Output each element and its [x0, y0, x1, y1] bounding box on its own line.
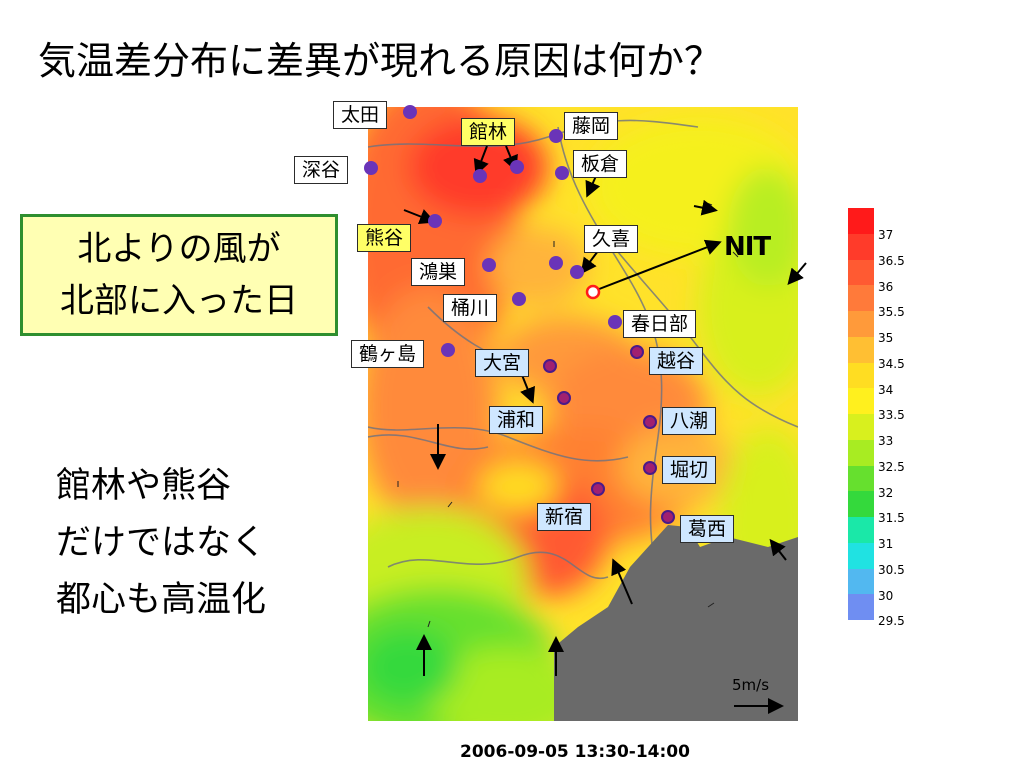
color-legend-bar	[848, 208, 874, 620]
note-line-2: 北部に入った日	[60, 281, 298, 321]
marker-itakura	[555, 166, 569, 180]
label-kasai: 葛西	[680, 515, 735, 543]
label-fujioka: 藤岡	[564, 112, 619, 140]
legend-label: 35.5	[878, 305, 905, 320]
conclusion-line-3: 都心も高温化	[56, 580, 267, 620]
conclusion-line-1: 館林や熊谷	[56, 466, 232, 506]
legend-swatch	[848, 542, 874, 569]
legend-swatch	[848, 594, 874, 620]
legend-label: 31.5	[878, 511, 905, 526]
legend-label: 32	[878, 485, 894, 500]
label-fukaya: 深谷	[294, 156, 349, 184]
wind-note-box: 北よりの風が 北部に入った日	[20, 214, 338, 336]
legend-label: 36	[878, 279, 894, 294]
label-koshigaya: 越谷	[649, 347, 704, 375]
marker-nit	[585, 284, 601, 300]
legend-label: 35	[878, 331, 894, 345]
marker-kuki-2	[570, 265, 584, 279]
marker-koshigaya	[630, 345, 644, 359]
marker-ota	[403, 105, 417, 119]
label-urawa: 浦和	[489, 406, 544, 434]
conclusion-line-2: だけではなく	[56, 523, 267, 563]
legend-swatch	[848, 233, 874, 260]
label-tsurugashima: 鶴ヶ島	[351, 340, 425, 368]
legend-swatch	[848, 568, 874, 595]
legend-label: 32.5	[878, 459, 905, 474]
legend-swatch	[848, 362, 874, 389]
marker-urawa	[557, 391, 571, 405]
legend-swatch	[848, 491, 874, 517]
tokyo-bay	[554, 525, 798, 721]
legend-swatch	[848, 208, 874, 234]
marker-omiya	[543, 359, 557, 373]
marker-fukaya	[364, 161, 378, 175]
marker-tatebayashi-1	[473, 169, 487, 183]
label-itakura: 板倉	[573, 150, 628, 178]
marker-shinjuku	[591, 482, 605, 496]
marker-tatebayashi-2	[510, 160, 524, 174]
slide-title: 気温差分布に差異が現れる原因は何か？	[38, 39, 723, 83]
marker-kasai	[661, 510, 675, 524]
legend-label: 29.5	[878, 614, 905, 629]
conclusion-text: 館林や熊谷 だけではなく 都心も高温化	[56, 458, 266, 629]
legend-label: 30.5	[878, 562, 905, 577]
legend-label: 31	[878, 537, 894, 551]
marker-tsurugashima	[441, 343, 455, 357]
legend-label: 36.5	[878, 253, 905, 268]
marker-fujioka	[549, 129, 563, 143]
label-kumagaya: 熊谷	[357, 224, 412, 252]
legend-label: 30	[878, 588, 894, 603]
label-shinjuku: 新宿	[537, 503, 592, 531]
legend-label: 34	[878, 382, 894, 397]
legend-swatch	[848, 259, 874, 286]
legend-label: 37	[878, 228, 894, 242]
marker-yashio	[643, 415, 657, 429]
label-okegawa: 桶川	[443, 294, 498, 322]
legend-swatch	[848, 311, 874, 337]
wind-scale-label: 5m/s	[732, 676, 770, 694]
legend-swatch	[848, 517, 874, 543]
legend-label: 34.5	[878, 356, 905, 371]
label-omiya: 大宮	[475, 349, 530, 377]
temperature-field	[368, 107, 798, 721]
timestamp: 2006-09-05 13:30-14:00	[460, 742, 690, 762]
marker-kumagaya	[428, 214, 442, 228]
label-yashio: 八潮	[662, 407, 717, 435]
legend-label: 33.5	[878, 408, 905, 423]
marker-kuki-1	[549, 256, 563, 270]
legend-swatch	[848, 439, 874, 466]
label-kasukabe: 春日部	[623, 310, 697, 338]
legend-swatch	[848, 414, 874, 440]
marker-horikiri	[643, 461, 657, 475]
legend-label: 33	[878, 434, 894, 448]
label-horikiri: 堀切	[662, 456, 717, 484]
temperature-map	[368, 107, 798, 721]
label-konosu: 鴻巣	[411, 258, 466, 286]
marker-okegawa	[512, 292, 526, 306]
legend-swatch	[848, 388, 874, 414]
marker-kasukabe	[608, 315, 622, 329]
legend-swatch	[848, 465, 874, 492]
legend-swatch	[848, 285, 874, 311]
label-ota: 太田	[333, 101, 388, 129]
label-kuki: 久喜	[584, 225, 639, 253]
legend-swatch	[848, 336, 874, 363]
marker-konosu	[482, 258, 496, 272]
nit-label: NIT	[724, 232, 771, 262]
note-line-1: 北よりの風が	[77, 229, 281, 269]
label-tatebayashi: 館林	[461, 118, 516, 146]
